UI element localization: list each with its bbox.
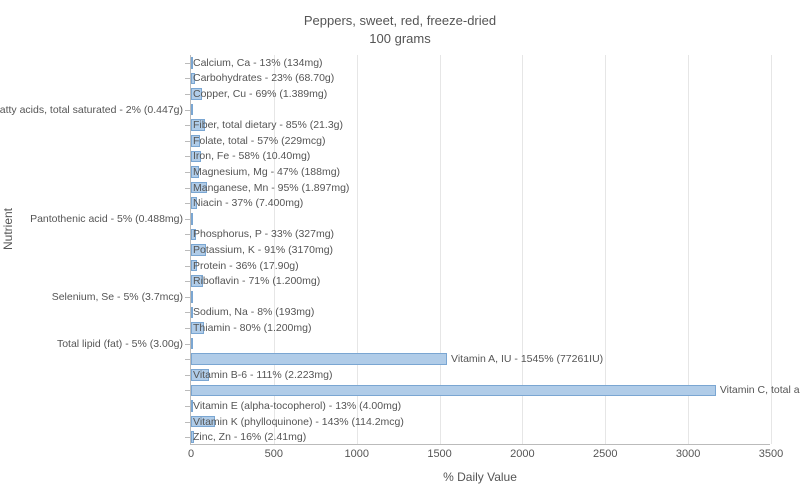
bar-row: Fiber, total dietary - 85% (21.3g) [191, 117, 770, 133]
bar-row: Pantothenic acid - 5% (0.488mg) [191, 211, 770, 227]
x-tick-label: 0 [188, 448, 194, 460]
bar [191, 338, 193, 350]
x-tick-label: 500 [265, 448, 283, 460]
title-line-1: Peppers, sweet, red, freeze-dried [304, 13, 496, 28]
chart-title: Peppers, sweet, red, freeze-dried 100 gr… [0, 12, 800, 47]
bar [191, 385, 716, 397]
plot-area: 0500100015002000250030003500Calcium, Ca … [190, 55, 770, 445]
bar-label: Zinc, Zn - 16% (2.41mg) [193, 431, 306, 443]
bar-row: Carbohydrates - 23% (68.70g) [191, 71, 770, 87]
bar-label: Copper, Cu - 69% (1.389mg) [193, 88, 327, 100]
bar-row: Phosphorus, P - 33% (327mg) [191, 227, 770, 243]
bar-label: Protein - 36% (17.90g) [193, 260, 299, 272]
bar-row: Riboflavin - 71% (1.200mg) [191, 273, 770, 289]
y-axis-label: Nutrient [1, 208, 15, 250]
bar-label: Riboflavin - 71% (1.200mg) [193, 275, 320, 287]
bar-label: Calcium, Ca - 13% (134mg) [193, 57, 323, 69]
bar-row: Vitamin B-6 - 111% (2.223mg) [191, 367, 770, 383]
bar-row: Zinc, Zn - 16% (2.41mg) [191, 429, 770, 445]
bar-label: Fiber, total dietary - 85% (21.3g) [193, 119, 343, 131]
bar-row: Magnesium, Mg - 47% (188mg) [191, 164, 770, 180]
bar-row: Calcium, Ca - 13% (134mg) [191, 55, 770, 71]
bar [191, 353, 447, 365]
bar-row: Iron, Fe - 58% (10.40mg) [191, 149, 770, 165]
bar-row: Vitamin E (alpha-tocopherol) - 13% (4.00… [191, 398, 770, 414]
bar-label: Iron, Fe - 58% (10.40mg) [193, 150, 310, 162]
bar [191, 213, 193, 225]
bar-label: Magnesium, Mg - 47% (188mg) [193, 166, 340, 178]
bar-label: Pantothenic acid - 5% (0.488mg) [30, 213, 191, 225]
bar-row: Vitamin C, total ascorbic acid - 3167% (… [191, 383, 770, 399]
bar-row: Niacin - 37% (7.400mg) [191, 195, 770, 211]
bar-label: Potassium, K - 91% (3170mg) [193, 244, 333, 256]
bar-row: Manganese, Mn - 95% (1.897mg) [191, 180, 770, 196]
x-tick-label: 2000 [510, 448, 534, 460]
bar-label: Manganese, Mn - 95% (1.897mg) [193, 182, 349, 194]
bar-row: Potassium, K - 91% (3170mg) [191, 242, 770, 258]
bar-row: Fatty acids, total saturated - 2% (0.447… [191, 102, 770, 118]
bar-row: Selenium, Se - 5% (3.7mcg) [191, 289, 770, 305]
bar-label: Phosphorus, P - 33% (327mg) [193, 228, 334, 240]
bar-row: Thiamin - 80% (1.200mg) [191, 320, 770, 336]
bar-row: Protein - 36% (17.90g) [191, 258, 770, 274]
x-tick-label: 1000 [344, 448, 368, 460]
bar [191, 104, 193, 116]
bar-label: Folate, total - 57% (229mcg) [193, 135, 325, 147]
bar-label: Selenium, Se - 5% (3.7mcg) [52, 291, 191, 303]
bar-label: Niacin - 37% (7.400mg) [193, 197, 303, 209]
x-tick-label: 1500 [427, 448, 451, 460]
x-tick-label: 2500 [593, 448, 617, 460]
bar-label: Vitamin E (alpha-tocopherol) - 13% (4.00… [193, 400, 401, 412]
x-tick-label: 3000 [676, 448, 700, 460]
title-line-2: 100 grams [369, 31, 430, 46]
nutrient-chart: Peppers, sweet, red, freeze-dried 100 gr… [0, 0, 800, 500]
bar-row: Folate, total - 57% (229mcg) [191, 133, 770, 149]
bar-label: Carbohydrates - 23% (68.70g) [193, 72, 334, 84]
bar-label: Total lipid (fat) - 5% (3.00g) [57, 338, 191, 350]
bar-row: Vitamin A, IU - 1545% (77261IU) [191, 351, 770, 367]
bar-row: Vitamin K (phylloquinone) - 143% (114.2m… [191, 414, 770, 430]
bar-label: Fatty acids, total saturated - 2% (0.447… [0, 104, 191, 116]
bar-row: Copper, Cu - 69% (1.389mg) [191, 86, 770, 102]
x-tick-label: 3500 [759, 448, 783, 460]
bar-label: Vitamin K (phylloquinone) - 143% (114.2m… [193, 416, 404, 428]
bar-label: Thiamin - 80% (1.200mg) [193, 322, 311, 334]
bar [191, 291, 193, 303]
bar-label: Vitamin A, IU - 1545% (77261IU) [451, 353, 603, 365]
x-axis-label: % Daily Value [190, 470, 770, 484]
bar-label: Vitamin B-6 - 111% (2.223mg) [193, 369, 332, 381]
bar-label: Sodium, Na - 8% (193mg) [193, 306, 314, 318]
bar-row: Total lipid (fat) - 5% (3.00g) [191, 336, 770, 352]
bar-row: Sodium, Na - 8% (193mg) [191, 305, 770, 321]
bar-label: Vitamin C, total ascorbic acid - 3167% (… [720, 384, 800, 396]
